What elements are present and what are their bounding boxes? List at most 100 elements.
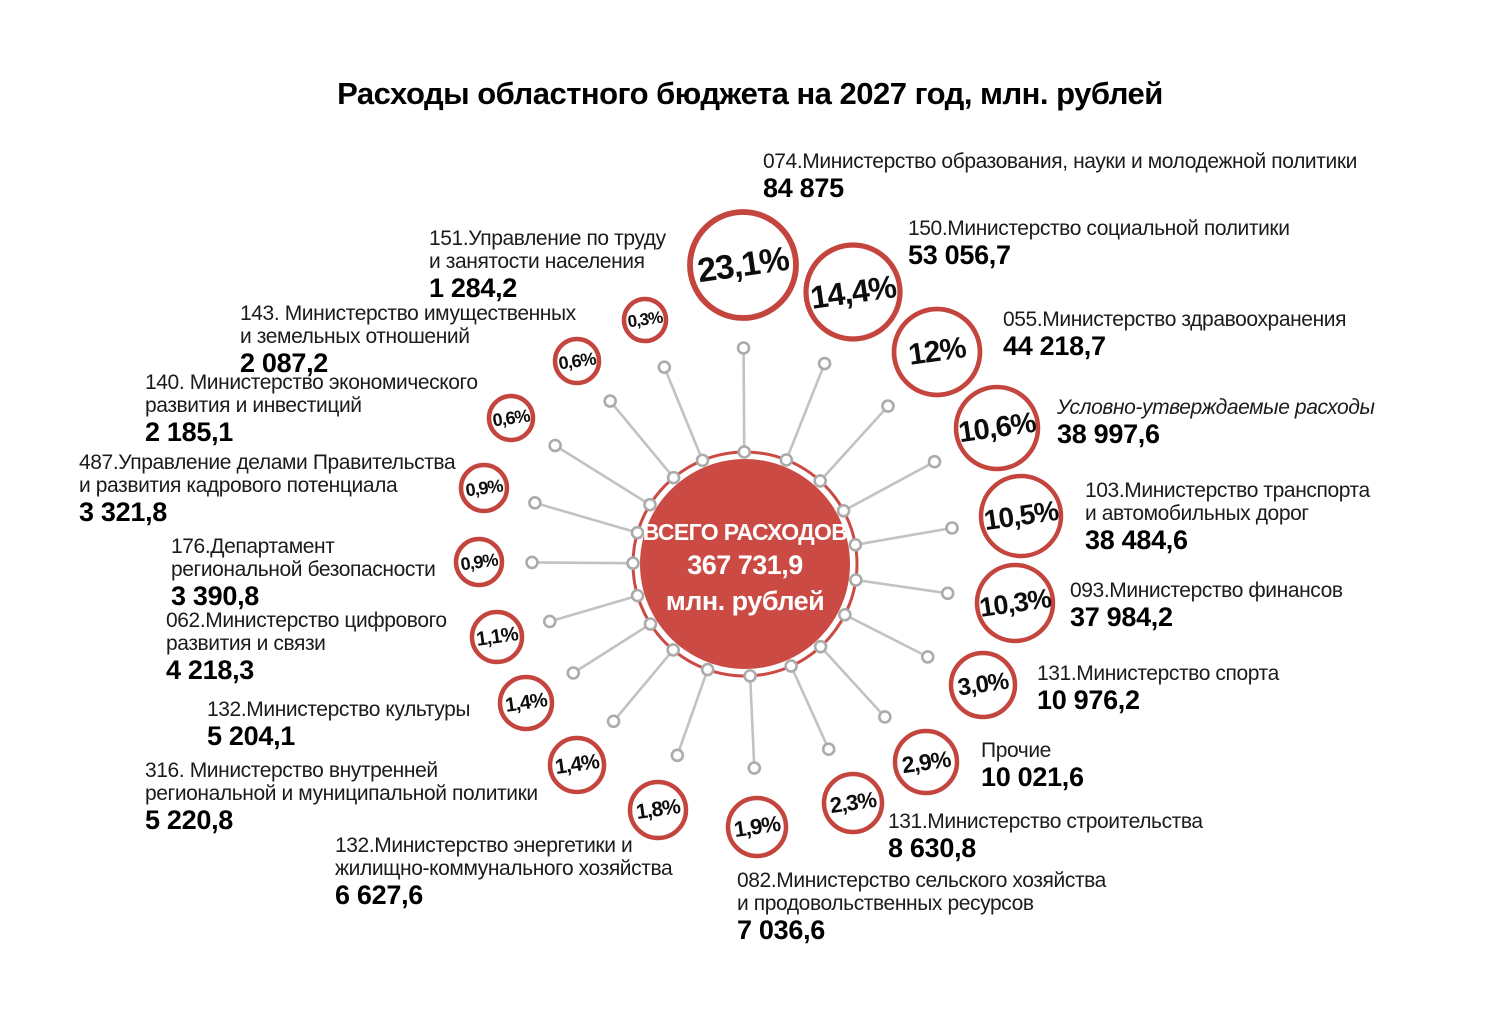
connector-dot (747, 761, 762, 775)
connector-dot (695, 453, 710, 468)
item-label: 074.Министерство образования, науки и мо… (763, 150, 1357, 203)
connector-dot (630, 525, 645, 540)
percent-circle (453, 536, 505, 588)
percent-value: 1,9% (732, 810, 782, 843)
item-name: 143. Министерство имущественных и земель… (240, 302, 576, 348)
connector-line (742, 347, 746, 453)
item-name: 176.Департамент региональной безопасност… (171, 535, 436, 581)
connector-dot (878, 710, 892, 724)
percent-circle (621, 296, 669, 344)
connector-dot (737, 445, 752, 459)
item-label: 143. Министерство имущественных и земель… (240, 302, 576, 378)
connector-dot (525, 555, 539, 570)
connector-dot (630, 588, 645, 603)
chart-title: Расходы областного бюджета на 2027 год, … (337, 76, 1163, 111)
item-label: 132.Министерство культуры 5 204,1 (207, 698, 471, 751)
connector-line (531, 561, 634, 565)
item-label: 093.Министерство финансов 37 984,2 (1070, 579, 1343, 632)
percent-circle (803, 242, 903, 342)
item-name: 131.Министерство спорта (1037, 662, 1279, 685)
connector-dot (927, 454, 942, 469)
connector-dot (838, 607, 852, 622)
percent-circle (974, 562, 1056, 644)
item-label: 176.Департамент региональной безопасност… (171, 535, 436, 611)
percent-value: 12% (906, 331, 968, 372)
connector-line (676, 669, 709, 756)
connector-line (554, 444, 651, 506)
percent-circles (453, 209, 1064, 859)
item-value: 7 036,6 (737, 915, 825, 945)
item-name: Прочие (981, 739, 1051, 762)
percent-circle (978, 473, 1064, 559)
percent-circle (725, 795, 789, 859)
connector-line (855, 526, 953, 547)
item-name: 103.Министерство транспорта и автомобиль… (1085, 479, 1370, 525)
item-label: 150.Министерство социальной политики 53 0… (908, 217, 1290, 270)
connector-dot (784, 659, 798, 673)
item-value: 4 218,3 (166, 655, 254, 685)
item-label: Условно-утверждаемые расходы 38 997,6 (1057, 396, 1375, 449)
item-label: 131.Министерство строительства 8 630,8 (888, 810, 1203, 863)
percent-value: 0,6% (491, 405, 531, 430)
connector-dot (945, 521, 959, 535)
connector-dot (626, 556, 640, 570)
item-name: 151.Управление по труду и занятости насе… (429, 227, 666, 273)
item-value: 10 021,6 (981, 762, 1084, 792)
percent-value: 2,9% (900, 745, 952, 778)
connector-line (748, 675, 756, 769)
item-label: 055.Министерство здравоохранения 44 218,7 (1003, 308, 1346, 361)
percent-value: 0,9% (459, 549, 499, 574)
item-label: 140. Министерство экономического развити… (145, 371, 478, 447)
item-name: 131.Министерство строительства (888, 810, 1203, 833)
item-label: 316. Министерство внутренней регионально… (145, 759, 538, 835)
item-name: 082.Министерство сельского хозяйства и п… (737, 869, 1106, 915)
percent-circle (547, 735, 607, 795)
item-value: 8 630,8 (888, 833, 976, 863)
percent-value: 0,3% (626, 307, 664, 332)
connector-dot (848, 538, 863, 552)
percent-circle (891, 306, 983, 398)
connector-line (612, 649, 675, 723)
item-value: 84 875 (763, 173, 844, 203)
item-name: 055.Министерство здравоохранения (1003, 308, 1347, 331)
percent-value: 10,5% (981, 494, 1060, 537)
item-value: 53 056,7 (908, 240, 1011, 270)
item-label: Прочие 10 021,6 (981, 739, 1084, 792)
connector-dot (566, 666, 581, 680)
connector-dot (548, 438, 562, 453)
connector-dot (666, 470, 681, 485)
percent-circle (627, 779, 689, 841)
connector-dot (813, 639, 828, 654)
item-value: 6 627,6 (335, 880, 423, 910)
connector-dot (700, 662, 715, 677)
center-total-value: 367 731,9 (687, 550, 803, 580)
connector-dot (817, 356, 832, 371)
percent-value: 10,3% (977, 582, 1053, 623)
percent-value: 1,4% (553, 750, 601, 779)
item-value: 3 390,8 (171, 581, 259, 611)
item-value: 2 185,1 (145, 417, 233, 447)
percent-circle (687, 209, 799, 321)
connector-line (842, 460, 936, 512)
connector-dot (813, 474, 827, 488)
connector-line (844, 613, 929, 659)
item-value: 5 220,8 (145, 805, 233, 835)
connector-dot (606, 714, 621, 729)
percent-value: 1,4% (503, 688, 549, 717)
connector-dot (849, 573, 863, 587)
connector-line (819, 405, 889, 482)
connector-line (785, 363, 826, 461)
center-circle (640, 459, 850, 669)
item-value: 37 984,2 (1070, 602, 1173, 632)
connector-dot (821, 742, 836, 757)
connector-dot (920, 650, 935, 664)
item-label: 487.Управление делами Правительства и ра… (79, 451, 456, 527)
item-value: 38 484,6 (1085, 525, 1188, 555)
connector-line (549, 594, 638, 623)
percent-circle (821, 771, 885, 835)
item-label: 062.Министерство цифрового развития и св… (166, 609, 447, 685)
percent-circle (552, 336, 602, 386)
connector-line (789, 665, 830, 750)
